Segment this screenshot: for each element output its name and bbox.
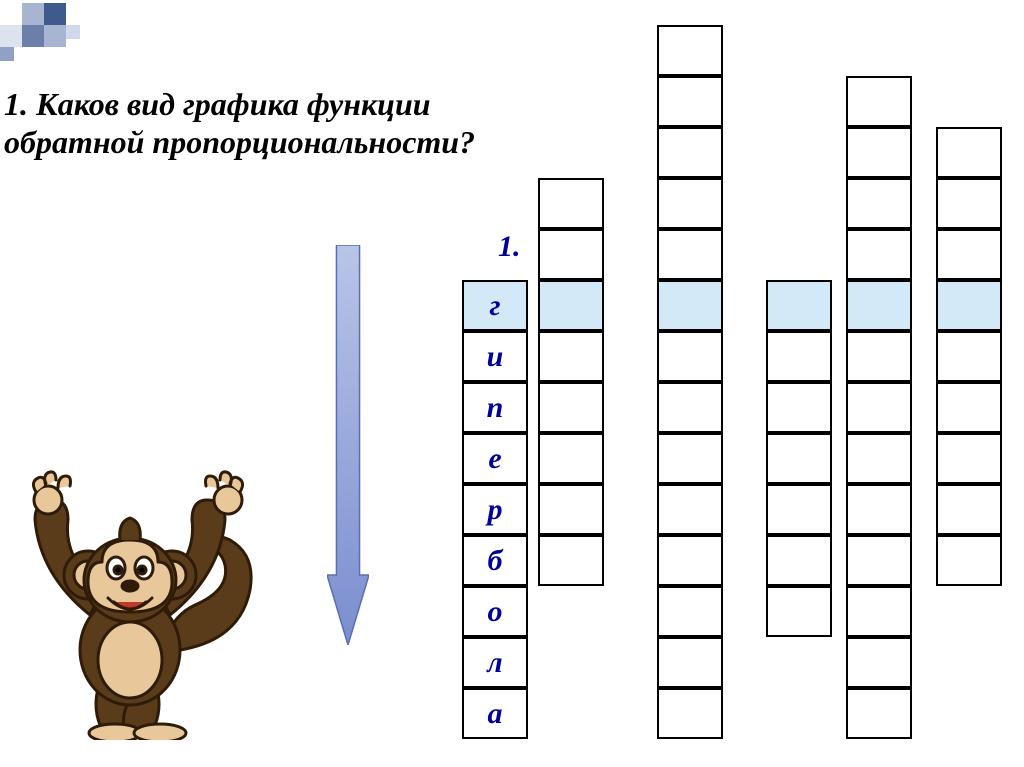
deco-square	[44, 3, 66, 25]
crossword-cell	[936, 178, 1002, 229]
crossword-cell	[846, 76, 912, 127]
crossword-cell	[846, 637, 912, 688]
crossword-cell	[936, 484, 1002, 535]
crossword-cell	[846, 433, 912, 484]
crossword-cell	[766, 433, 832, 484]
deco-square	[66, 25, 80, 39]
crossword-cell	[936, 229, 1002, 280]
crossword-letter: е	[488, 444, 501, 474]
crossword-cell: г	[462, 280, 528, 331]
crossword-cell	[846, 229, 912, 280]
crossword-cell	[846, 331, 912, 382]
crossword-cell	[846, 586, 912, 637]
crossword-letter: и	[487, 342, 504, 372]
crossword-cell	[657, 688, 723, 739]
crossword-cell	[766, 280, 832, 331]
monkey-icon	[10, 440, 270, 745]
crossword-cell	[538, 331, 604, 382]
crossword-cell	[936, 382, 1002, 433]
crossword-cell: о	[462, 586, 528, 637]
crossword-cell	[657, 382, 723, 433]
crossword-cell	[657, 178, 723, 229]
crossword-cell	[538, 535, 604, 586]
crossword-cell	[657, 280, 723, 331]
question-text: 1. Каков вид графика функции обратной пр…	[4, 85, 475, 162]
crossword-cell	[936, 127, 1002, 178]
crossword-cell	[766, 331, 832, 382]
crossword-cell	[766, 586, 832, 637]
crossword-letter: б	[488, 546, 503, 576]
crossword-cell	[657, 127, 723, 178]
crossword-cell	[846, 484, 912, 535]
crossword-cell	[657, 25, 723, 76]
crossword-cell	[846, 280, 912, 331]
crossword-letter: а	[488, 699, 503, 729]
crossword-cell: л	[462, 637, 528, 688]
crossword-cell	[657, 586, 723, 637]
crossword-cell: б	[462, 535, 528, 586]
question-line1: 1. Каков вид графика функции	[4, 85, 475, 123]
crossword-letter: о	[488, 597, 503, 627]
deco-square	[0, 25, 22, 47]
crossword-cell	[766, 535, 832, 586]
crossword-letter: р	[488, 495, 503, 525]
crossword-letter: г	[489, 291, 500, 321]
crossword-cell	[538, 229, 604, 280]
deco-square	[0, 47, 14, 61]
crossword-cell	[846, 535, 912, 586]
crossword-cell	[936, 280, 1002, 331]
crossword-cell: п	[462, 382, 528, 433]
crossword-cell: р	[462, 484, 528, 535]
crossword-letter: л	[487, 648, 502, 678]
deco-square	[22, 3, 44, 25]
crossword-cell	[846, 382, 912, 433]
crossword-cell	[657, 535, 723, 586]
crossword-cell	[538, 382, 604, 433]
crossword-letter: п	[487, 393, 504, 423]
deco-square	[22, 25, 44, 47]
crossword-cell	[846, 688, 912, 739]
crossword-cell	[538, 433, 604, 484]
deco-square	[44, 25, 66, 47]
crossword-cell	[538, 178, 604, 229]
crossword-cell	[538, 280, 604, 331]
crossword-cell: а	[462, 688, 528, 739]
crossword-cell	[766, 382, 832, 433]
crossword-cell	[936, 433, 1002, 484]
crossword-cell	[657, 637, 723, 688]
crossword-cell	[766, 484, 832, 535]
crossword-cell	[657, 76, 723, 127]
crossword-cell	[846, 127, 912, 178]
down-arrow-icon	[327, 245, 369, 650]
crossword-cell	[538, 484, 604, 535]
crossword-cell	[936, 331, 1002, 382]
clue-number-1: 1.	[498, 230, 521, 264]
crossword-cell	[657, 433, 723, 484]
crossword-cell	[657, 229, 723, 280]
crossword-cell	[657, 484, 723, 535]
crossword-cell	[936, 535, 1002, 586]
crossword-cell: и	[462, 331, 528, 382]
crossword-cell	[657, 331, 723, 382]
question-line2: обратной пропорциональности?	[4, 123, 475, 161]
crossword-cell	[846, 178, 912, 229]
crossword-cell: е	[462, 433, 528, 484]
